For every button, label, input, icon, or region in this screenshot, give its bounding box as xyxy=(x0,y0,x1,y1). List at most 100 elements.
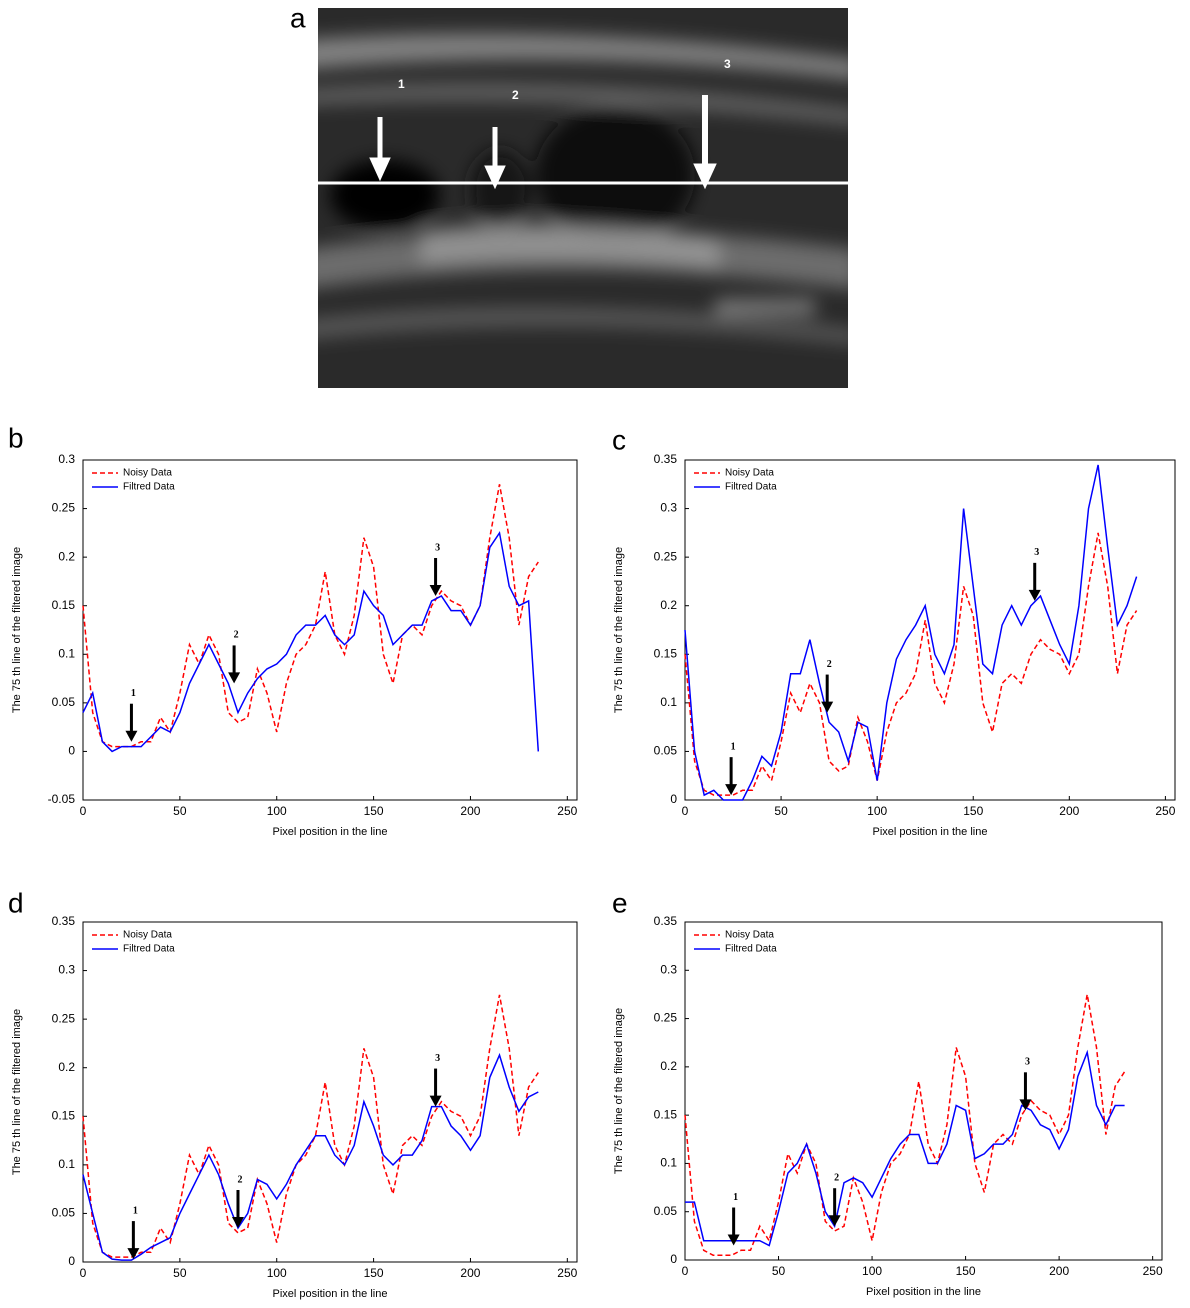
x-tick-label: 200 xyxy=(460,1266,480,1280)
tissue-band xyxy=(318,307,848,344)
annotation-label: 3 xyxy=(435,1053,440,1064)
panel-label: e xyxy=(612,887,628,918)
x-tick-label: 0 xyxy=(80,1266,87,1280)
y-tick-label: 0.35 xyxy=(52,914,76,928)
x-tick-label: 0 xyxy=(80,804,87,818)
data-line xyxy=(684,532,1138,796)
x-tick-label: 250 xyxy=(557,1266,577,1280)
y-tick-label: 0.2 xyxy=(58,549,75,563)
annotation-arrow-head xyxy=(821,701,834,713)
x-tick-label: 250 xyxy=(1143,1264,1163,1278)
marker-label: 1 xyxy=(398,77,405,91)
y-tick-label: 0.05 xyxy=(654,744,678,758)
y-tick-label: 0.1 xyxy=(58,646,75,660)
legend-box xyxy=(689,464,798,496)
x-tick-label: 0 xyxy=(682,1264,689,1278)
data-line xyxy=(684,994,1126,1256)
tissue-band xyxy=(420,222,720,270)
x-tick-label: 200 xyxy=(1059,804,1079,818)
x-tick-label: 100 xyxy=(862,1264,882,1278)
chart: e 0 50 100 150 200 250 0 0.05 0.1 0.15 0.2 0.25 0.3 0.… xyxy=(612,887,1163,1298)
x-tick-label: 0 xyxy=(682,804,689,818)
x-tick-label: 150 xyxy=(963,804,983,818)
chart: b 0 50 100 150 200 250 -0.05 0 0.05 0.1 0.15 0.2 0.25… xyxy=(8,422,578,838)
x-tick-label: 200 xyxy=(1049,1264,1069,1278)
image-arrows xyxy=(369,95,717,190)
x-tick-label: 200 xyxy=(460,804,480,818)
y-tick-label: 0.15 xyxy=(654,1107,678,1121)
y-axis-label: The 75 th line of the filtered image xyxy=(613,547,625,713)
y-tick-label: 0.15 xyxy=(52,1108,76,1122)
panel-label: c xyxy=(612,424,626,455)
x-tick-label: 50 xyxy=(774,804,788,818)
legend-label: Filtred Data xyxy=(123,944,175,955)
y-tick-label: 0 xyxy=(68,1254,75,1268)
y-tick-label: 0.35 xyxy=(654,914,678,928)
annotation-arrow-head xyxy=(828,1215,841,1227)
annotation-label: 2 xyxy=(237,1174,242,1185)
y-tick-label: 0.35 xyxy=(654,452,678,466)
node xyxy=(470,150,530,230)
annotation-arrow-head xyxy=(1019,1099,1032,1111)
arrow-head xyxy=(369,157,391,182)
x-tick-label: 150 xyxy=(364,804,384,818)
x-tick-label: 50 xyxy=(772,1264,786,1278)
legend-label: Noisy Data xyxy=(123,930,172,941)
y-tick-label: 0.3 xyxy=(660,501,677,515)
annotation-label: 3 xyxy=(435,542,440,553)
x-axis-label: Pixel position in the line xyxy=(273,1288,388,1300)
node xyxy=(330,160,440,230)
panel-label: b xyxy=(8,422,24,453)
legend-box xyxy=(87,926,196,958)
y-tick-label: 0.3 xyxy=(58,452,75,466)
y-axis-label: The 75 th line of the filtered image xyxy=(613,1008,625,1174)
y-tick-label: 0.1 xyxy=(58,1157,75,1171)
y-tick-label: 0 xyxy=(670,792,677,806)
panel-label: a xyxy=(290,2,306,33)
annotation-label: 2 xyxy=(834,1172,839,1183)
legend-label: Noisy Data xyxy=(725,468,774,479)
x-axis-label: Pixel position in the line xyxy=(873,826,988,838)
annotation-arrow-head xyxy=(228,672,241,684)
annotation-label: 2 xyxy=(827,659,832,670)
x-axis-label: Pixel position in the line xyxy=(866,1286,981,1298)
image-texture xyxy=(318,33,848,344)
y-tick-label: 0.3 xyxy=(58,963,75,977)
y-tick-label: 0.2 xyxy=(58,1060,75,1074)
y-tick-label: 0.15 xyxy=(654,646,678,660)
x-tick-label: 100 xyxy=(867,804,887,818)
y-tick-label: 0 xyxy=(68,744,75,758)
tissue-band xyxy=(318,83,848,124)
x-tick-label: 50 xyxy=(173,804,187,818)
marker-label: 2 xyxy=(512,88,519,102)
data-line xyxy=(82,1052,539,1261)
arrow-head xyxy=(484,165,506,190)
x-tick-label: 150 xyxy=(364,1266,384,1280)
y-tick-label: -0.05 xyxy=(48,792,76,806)
y-tick-label: 0.2 xyxy=(660,1059,677,1073)
y-tick-label: 0.25 xyxy=(654,1011,678,1025)
data-line xyxy=(82,484,539,748)
y-tick-label: 0.25 xyxy=(52,501,76,515)
tissue-band xyxy=(318,33,848,79)
data-line xyxy=(82,530,540,753)
y-axis-label: The 75 th line of the filtered image xyxy=(11,547,23,713)
annotation-arrow-head xyxy=(127,1248,140,1260)
x-tick-label: 250 xyxy=(557,804,577,818)
legend-box xyxy=(689,926,798,958)
legend-label: Noisy Data xyxy=(123,468,172,479)
legend-label: Filtred Data xyxy=(123,482,175,493)
chart: d 0 50 100 150 200 250 0 0.05 0.1 0.15 0.2 0.25 0.3 0.… xyxy=(8,887,578,1300)
y-axis-label: The 75 th line of the filtered image xyxy=(11,1009,23,1175)
annotation-arrow-head xyxy=(231,1217,244,1228)
y-tick-label: 0.05 xyxy=(52,1206,76,1220)
x-tick-label: 250 xyxy=(1155,804,1175,818)
arrow-head xyxy=(693,163,717,190)
annotation-label: 1 xyxy=(131,688,136,699)
y-tick-label: 0.05 xyxy=(654,1204,678,1218)
annotation-label: 3 xyxy=(1034,547,1039,558)
annotation-arrow-head xyxy=(125,730,138,742)
legend-box xyxy=(87,464,196,496)
annotation-arrow-head xyxy=(429,1095,442,1107)
